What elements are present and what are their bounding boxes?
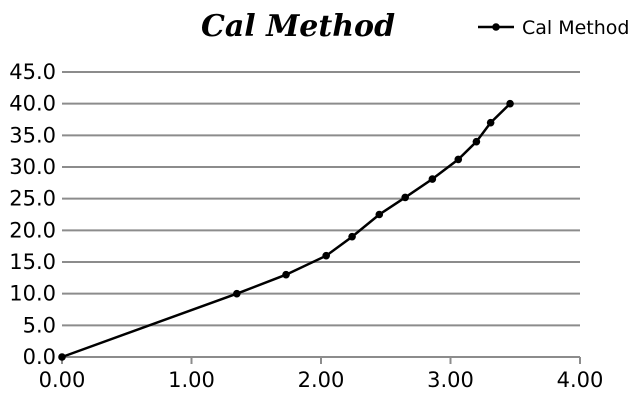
data-point-3 [322, 251, 330, 260]
legend-marker [492, 23, 500, 31]
data-point-4 [348, 232, 356, 241]
data-point-5 [375, 210, 384, 219]
y-tick-label-1: 5.0 [23, 313, 56, 337]
axes [61, 356, 581, 364]
data-point-7 [428, 175, 437, 183]
x-tick-labels: 0.00 1.00 2.00 3.00 4.00 [39, 368, 604, 392]
series-cal-method [58, 99, 514, 361]
y-tick-label-3: 15.0 [9, 250, 56, 274]
y-tick-labels: 0.0 5.0 10.0 15.0 20.0 25.0 30.0 35.0 40.0 45.0 [9, 60, 56, 369]
y-tick-label-0: 0.0 [23, 345, 56, 369]
y-tick-label-2: 10.0 [9, 282, 56, 306]
series-line [61, 102, 511, 359]
data-point-10 [486, 118, 495, 127]
x-tick-label-0: 0.00 [39, 368, 86, 392]
y-tick-label-7: 35.0 [9, 123, 56, 147]
y-tick-label-9: 45.0 [9, 60, 56, 84]
x-tick-label-1: 1.00 [168, 368, 215, 392]
legend: Cal Method [478, 17, 630, 39]
x-tick-label-2: 2.00 [298, 368, 345, 392]
y-tick-label-6: 30.0 [9, 155, 56, 179]
data-point-8 [454, 155, 463, 164]
data-point-6 [401, 193, 409, 202]
data-point-9 [472, 137, 481, 146]
chart-title: Cal Method [201, 9, 395, 44]
data-point-0 [58, 353, 66, 361]
data-point-1 [233, 289, 241, 298]
x-tick-label-3: 3.00 [427, 368, 474, 392]
y-tick-label-8: 40.0 [9, 92, 56, 116]
data-point-11 [506, 99, 514, 108]
data-point-2 [282, 270, 290, 279]
x-tick-label-4: 4.00 [557, 368, 604, 392]
y-tick-label-4: 20.0 [9, 218, 56, 242]
legend-label: Cal Method [522, 17, 630, 39]
y-tick-label-5: 25.0 [9, 187, 56, 211]
